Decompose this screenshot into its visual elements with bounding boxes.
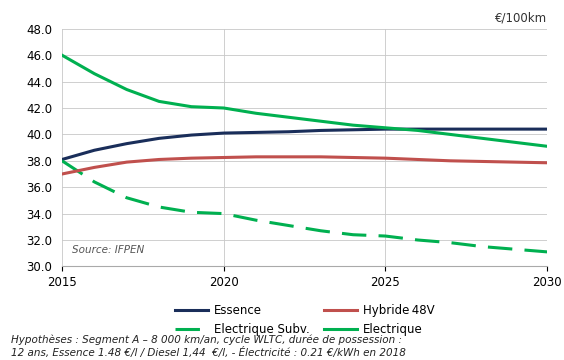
Text: €/100km: €/100km bbox=[495, 11, 547, 24]
Text: Source: IFPEN: Source: IFPEN bbox=[72, 244, 144, 255]
Legend: Essence, Electrique Subv., Hybride 48V, Electrique: Essence, Electrique Subv., Hybride 48V, … bbox=[171, 301, 438, 340]
Text: Hypothèses : Segment A – 8 000 km/an, cycle WLTC, durée de possession :
12 ans, : Hypothèses : Segment A – 8 000 km/an, cy… bbox=[11, 335, 406, 358]
